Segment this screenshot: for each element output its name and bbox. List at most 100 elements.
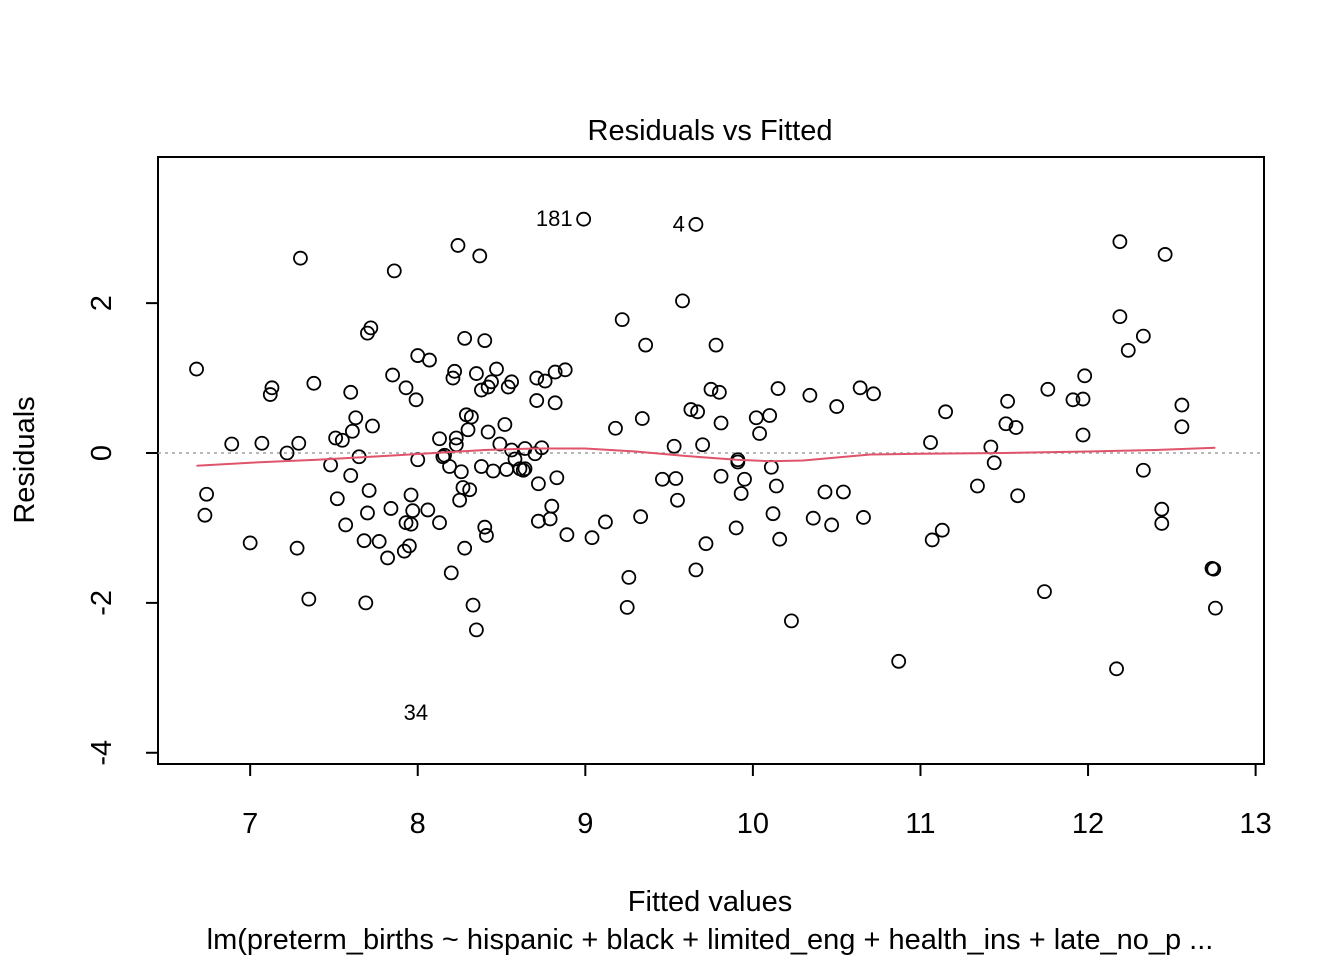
data-point <box>385 367 401 383</box>
data-point <box>472 248 488 264</box>
plot-frame <box>157 156 1265 765</box>
data-point <box>398 380 414 396</box>
data-point <box>474 382 489 398</box>
data-point <box>477 333 493 348</box>
data-point <box>924 532 940 548</box>
data-point <box>497 417 513 432</box>
data-point <box>306 375 322 391</box>
data-point <box>442 459 457 474</box>
data-point <box>1008 420 1024 435</box>
data-point <box>748 410 764 426</box>
y-tick-label: -2 <box>86 590 118 616</box>
x-tick-label: 12 <box>1072 808 1104 840</box>
data-point <box>453 464 469 480</box>
data-point <box>805 510 821 526</box>
point-id-label: 34 <box>404 700 428 725</box>
data-point <box>621 570 637 585</box>
data-point <box>802 387 818 403</box>
data-point <box>323 457 339 473</box>
point-id-label: 4 <box>673 211 685 236</box>
y-axis: -4 -2 0 2 <box>86 295 159 766</box>
data-point <box>360 505 375 521</box>
data-point <box>1157 247 1173 262</box>
data-point <box>986 455 1002 471</box>
data-point <box>197 507 213 523</box>
x-tick-label: 13 <box>1239 808 1271 840</box>
data-point <box>866 386 881 402</box>
data-point <box>515 462 531 478</box>
data-point <box>380 550 395 566</box>
data-point <box>619 599 635 615</box>
data-point <box>1174 419 1190 435</box>
data-point <box>733 486 749 501</box>
data-point <box>752 426 767 441</box>
data-point <box>737 471 752 487</box>
data-point <box>638 337 654 353</box>
data-point <box>199 486 214 502</box>
data-point <box>443 565 459 581</box>
data-point <box>338 517 354 533</box>
data-point <box>462 482 478 498</box>
data-point <box>1174 397 1190 413</box>
data-point <box>728 520 744 536</box>
data-point <box>463 409 479 425</box>
data-point <box>371 534 387 549</box>
data-point <box>938 404 954 420</box>
data-point <box>544 498 560 514</box>
data-point <box>386 263 402 279</box>
data-point <box>1206 561 1222 577</box>
data-point <box>983 439 999 455</box>
data-point <box>852 380 868 396</box>
data-point <box>457 540 473 556</box>
data-point <box>547 395 563 411</box>
data-point <box>829 399 845 414</box>
x-axis-label: Fitted values <box>628 886 792 918</box>
data-point <box>450 238 466 253</box>
data-point <box>445 370 461 386</box>
data-point <box>1075 427 1091 443</box>
data-point <box>668 471 684 486</box>
data-point <box>768 478 784 494</box>
data-point <box>824 517 840 533</box>
data-point <box>891 653 907 669</box>
data-point <box>1135 462 1151 478</box>
data-point <box>457 330 473 346</box>
data-point <box>529 370 545 386</box>
data-point <box>468 622 484 638</box>
data-point <box>291 435 307 451</box>
data-point <box>670 492 685 508</box>
data-point <box>763 459 779 475</box>
data-point <box>1112 234 1128 250</box>
data-point <box>923 435 938 450</box>
data-point <box>448 430 464 446</box>
data-point <box>530 513 546 529</box>
data-point <box>634 411 650 426</box>
data-point <box>383 501 399 516</box>
data-point <box>1037 584 1052 600</box>
data-point <box>432 515 447 531</box>
data-point <box>698 536 714 552</box>
data-point <box>542 511 558 527</box>
data-point <box>361 483 377 498</box>
data-point <box>189 361 204 377</box>
data-point <box>432 431 447 447</box>
data-point <box>468 366 484 381</box>
data-point <box>420 502 436 518</box>
data-point <box>403 487 419 503</box>
data-point <box>970 478 985 494</box>
point-id-label: 181 <box>536 206 573 231</box>
data-point <box>356 533 372 549</box>
data-point <box>1075 391 1091 407</box>
data-point <box>343 468 359 483</box>
data-point <box>1154 501 1170 517</box>
data-point <box>998 416 1014 432</box>
data-point <box>1120 342 1136 358</box>
data-point <box>344 423 360 439</box>
y-tick-label: 2 <box>86 295 118 311</box>
data-point <box>683 402 699 417</box>
data-point <box>480 424 496 440</box>
data-point <box>435 449 451 465</box>
data-point <box>1135 328 1151 344</box>
data-point <box>262 387 278 402</box>
